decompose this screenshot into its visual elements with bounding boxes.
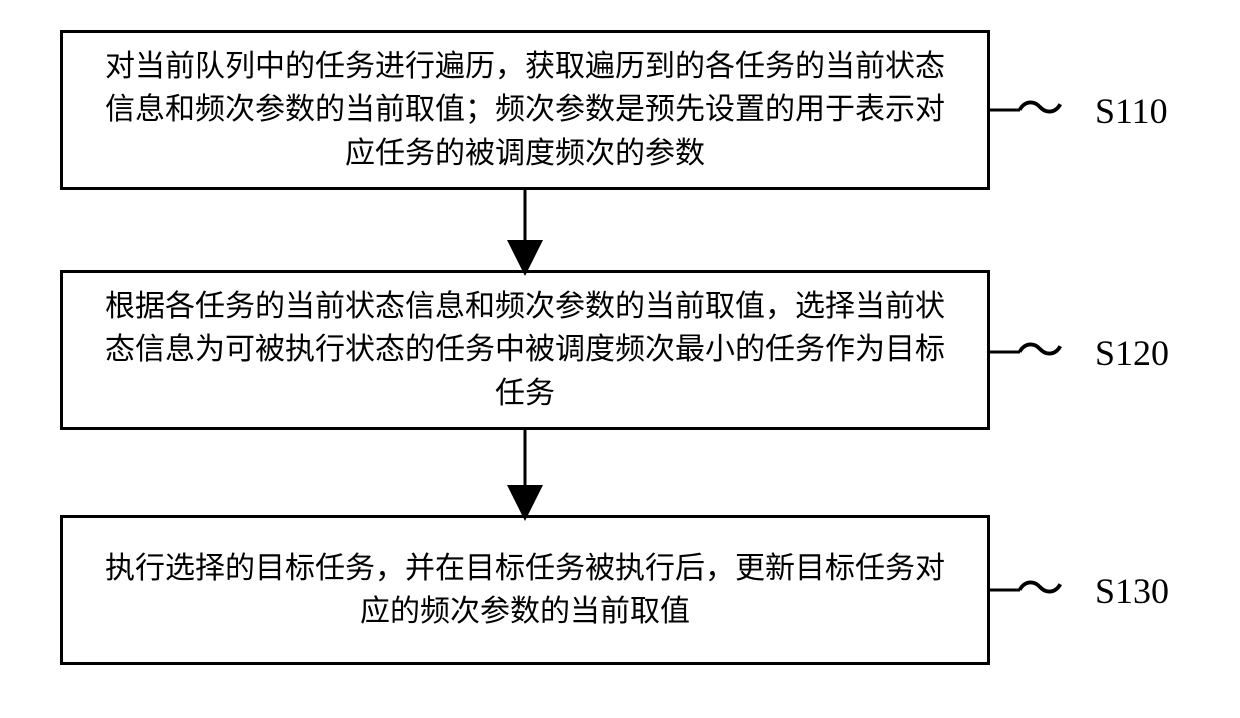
- flow-node-label: S120: [1095, 332, 1169, 374]
- flowchart-canvas: 对当前队列中的任务进行遍历，获取遍历到的各任务的当前状态信息和频次参数的当前取值…: [0, 0, 1240, 718]
- flow-node-text: 根据各任务的当前状态信息和频次参数的当前取值，选择当前状态信息为可被执行状态的任…: [91, 285, 959, 416]
- flow-node-text: 执行选择的目标任务，并在目标任务被执行后，更新目标任务对应的频次参数的当前取值: [91, 547, 959, 634]
- flow-node-text: 对当前队列中的任务进行遍历，获取遍历到的各任务的当前状态信息和频次参数的当前取值…: [91, 45, 959, 176]
- label-connector-joint: 〜: [1016, 566, 1064, 614]
- flow-node-s130: 执行选择的目标任务，并在目标任务被执行后，更新目标任务对应的频次参数的当前取值: [60, 515, 990, 665]
- flow-node-s120: 根据各任务的当前状态信息和频次参数的当前取值，选择当前状态信息为可被执行状态的任…: [60, 270, 990, 430]
- label-connector-joint: 〜: [1016, 86, 1064, 134]
- label-connector-joint: 〜: [1016, 328, 1064, 376]
- flow-node-label: S130: [1095, 570, 1169, 612]
- flow-node-label: S110: [1095, 90, 1168, 132]
- flow-node-s110: 对当前队列中的任务进行遍历，获取遍历到的各任务的当前状态信息和频次参数的当前取值…: [60, 30, 990, 190]
